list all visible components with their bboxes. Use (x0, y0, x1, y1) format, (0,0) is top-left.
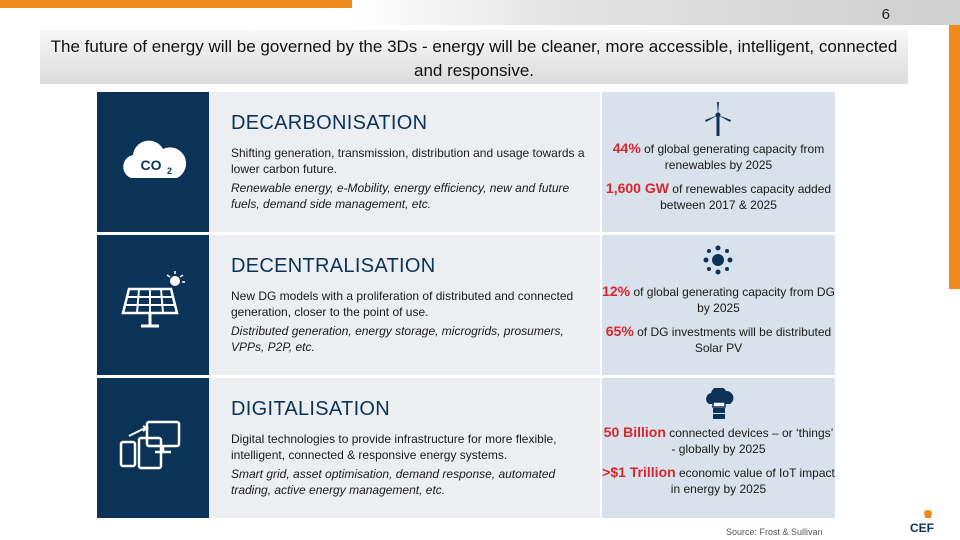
three-ds-panel: CO 2 DECARBONISATION Shifting generation… (97, 92, 835, 518)
slide-title: The future of energy will be governed by… (40, 30, 908, 84)
cef-logo: CEF (910, 510, 934, 535)
row-decentralisation: DECENTRALISATION New DG models with a pr… (97, 235, 835, 375)
row-stats: 44% of global generating capacity from r… (602, 92, 835, 232)
stat-item: 44% of global generating capacity from r… (612, 140, 825, 172)
connected-devices-icon (119, 420, 181, 470)
row-body: DIGITALISATION Digital technologies to p… (209, 378, 600, 518)
row-description: New DG models with a proliferation of di… (231, 289, 574, 319)
co2-cloud-icon: CO 2 (123, 140, 187, 178)
row-digitalisation: DIGITALISATION Digital technologies to p… (97, 378, 835, 518)
row-heading: DIGITALISATION (231, 398, 391, 420)
row-description: Digital technologies to provide infrastr… (231, 432, 557, 462)
row-examples: Renewable energy, e-Mobility, energy eff… (231, 181, 570, 211)
stat-item: 1,600 GW of renewables capacity added be… (605, 180, 832, 212)
source-credit: Source: Frost & Sullivan (726, 527, 823, 537)
row-icon-cell (97, 378, 209, 518)
stat-item: 12% of global generating capacity from D… (602, 283, 835, 315)
row-heading: DECARBONISATION (231, 112, 428, 134)
top-accent-bar (0, 0, 352, 8)
row-decarbonisation: CO 2 DECARBONISATION Shifting generation… (97, 92, 835, 232)
right-accent-bar (949, 25, 960, 289)
logo-text: CEF (910, 521, 934, 535)
solar-panel-icon (121, 271, 185, 328)
page-number: 6 (881, 6, 890, 23)
top-header-band (352, 0, 960, 25)
stat-item: 50 Billion connected devices – or ‘thing… (603, 424, 834, 456)
row-stats: 50 Billion connected devices – or ‘thing… (602, 378, 835, 518)
row-icon-cell: CO 2 (97, 92, 209, 232)
sun-network-icon (703, 245, 733, 275)
svg-text:CO: CO (141, 157, 162, 173)
cloud-server-icon (706, 388, 734, 419)
row-examples: Distributed generation, energy storage, … (231, 324, 564, 354)
wind-turbine-icon (705, 102, 731, 136)
row-examples: Smart grid, asset optimisation, demand r… (231, 467, 556, 497)
row-body: DECARBONISATION Shifting generation, tra… (209, 92, 600, 232)
row-body: DECENTRALISATION New DG models with a pr… (209, 235, 600, 375)
row-description: Shifting generation, transmission, distr… (231, 146, 585, 176)
row-icon-cell (97, 235, 209, 375)
stat-item: 65% of DG investments will be distribute… (605, 323, 832, 355)
stat-item: >$1 Trillion economic value of IoT impac… (602, 464, 835, 496)
row-heading: DECENTRALISATION (231, 255, 436, 277)
svg-text:2: 2 (167, 166, 172, 176)
row-stats: 12% of global generating capacity from D… (602, 235, 835, 375)
